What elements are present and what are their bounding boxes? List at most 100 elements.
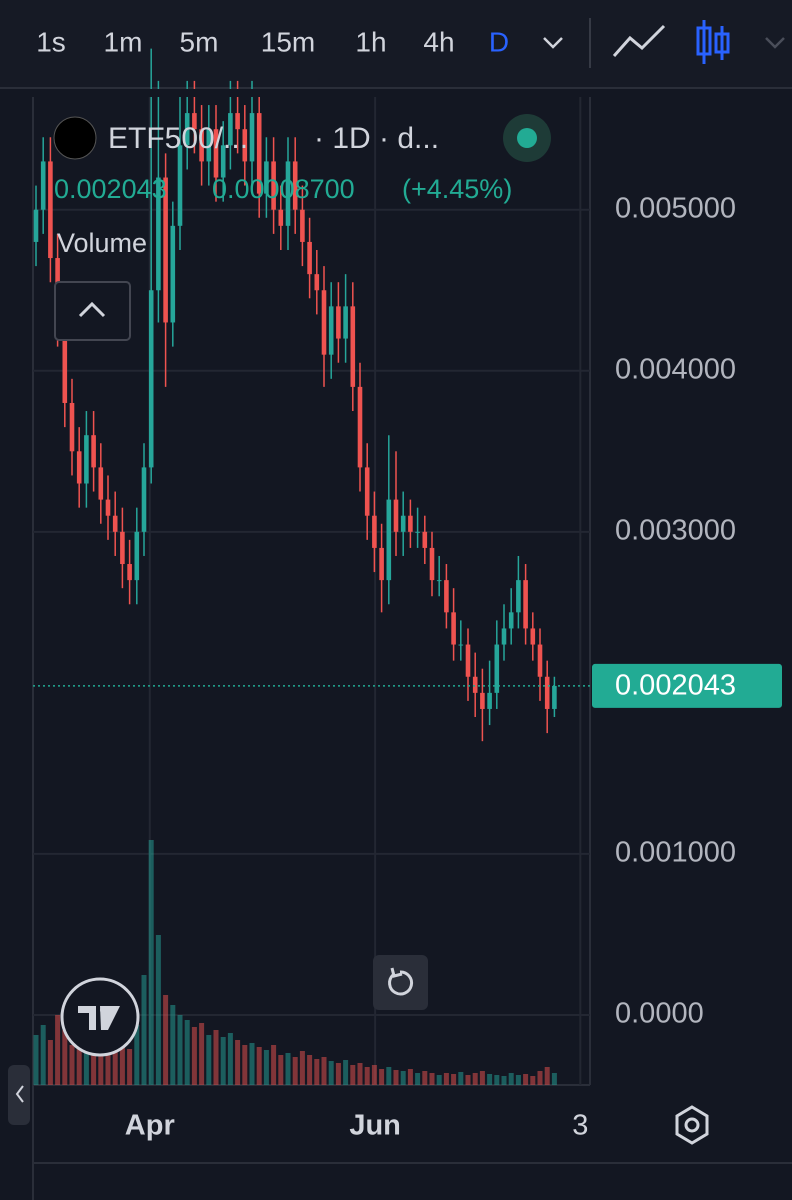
- side-panel-handle[interactable]: [8, 1065, 30, 1125]
- volume-bar: [55, 1015, 61, 1085]
- candle-body: [314, 274, 320, 291]
- volume-bar: [371, 1065, 377, 1085]
- candle-body: [292, 161, 298, 210]
- volume-bar: [242, 1045, 248, 1085]
- candle-body: [256, 113, 262, 194]
- candle-body: [372, 515, 377, 548]
- candle-body: [321, 290, 327, 355]
- y-tick-label: 0.001000: [615, 837, 736, 869]
- interval-option[interactable]: 1m: [104, 26, 143, 57]
- interval-dropdown[interactable]: [543, 37, 563, 49]
- candle-body: [40, 161, 46, 210]
- interval-option[interactable]: D: [489, 26, 509, 57]
- interval-list: 1s 1m 5m 15m 1h 4h D: [36, 26, 509, 57]
- candle-body: [163, 177, 168, 323]
- candle-body: [444, 580, 449, 613]
- candle-body: [400, 515, 406, 532]
- candle-body: [501, 628, 507, 645]
- volume-bar: [487, 1074, 493, 1085]
- volume-bar: [155, 935, 161, 1085]
- volume-bar: [335, 1063, 341, 1085]
- candle-body: [285, 161, 291, 226]
- volume-bar: [443, 1073, 449, 1085]
- candle-body: [156, 177, 161, 291]
- candle-body: [220, 145, 226, 178]
- candle-body: [170, 225, 176, 323]
- volume-bar: [458, 1072, 464, 1085]
- candle-body: [328, 306, 334, 355]
- chart-top-mask: [0, 89, 792, 97]
- volume-bar: [429, 1073, 435, 1085]
- candle-body: [228, 113, 233, 146]
- toolbar: [0, 0, 792, 88]
- volume-bar: [364, 1067, 370, 1085]
- y-tick-label: 0.005000: [615, 192, 736, 224]
- volume-bar: [343, 1060, 349, 1085]
- volume-bar: [213, 1030, 219, 1085]
- volume-bar: [191, 1027, 197, 1085]
- tv-logo[interactable]: [60, 977, 140, 1057]
- reset-button[interactable]: [373, 955, 428, 1010]
- volume-bar: [91, 1043, 97, 1085]
- settings-center: [684, 1117, 700, 1133]
- tv-logo-dot: [100, 1006, 108, 1014]
- symbol-icon: [53, 116, 97, 160]
- interval-option[interactable]: 15m: [261, 26, 315, 57]
- interval-option[interactable]: 4h: [423, 26, 454, 57]
- candle-body: [235, 113, 240, 130]
- candle-body: [33, 209, 39, 242]
- volume-bar: [523, 1074, 529, 1085]
- candle-body: [429, 547, 435, 581]
- candle-body: [112, 515, 118, 532]
- candle-body: [530, 628, 536, 645]
- symbol-name[interactable]: ETF500/...: [108, 122, 248, 155]
- volume-bar: [220, 1037, 226, 1085]
- candle-body: [98, 467, 104, 500]
- candle-body: [386, 499, 392, 581]
- legend-last: 0.002043: [54, 174, 167, 204]
- candle-chart-icon[interactable]: [696, 20, 730, 64]
- candle-body: [177, 145, 183, 226]
- collapse-button[interactable]: [54, 281, 131, 341]
- candle-body: [508, 612, 514, 629]
- candle-body: [422, 531, 428, 548]
- candle-body: [192, 113, 197, 130]
- candle-body: [62, 322, 68, 403]
- candle-body: [357, 386, 363, 468]
- candle-body: [141, 467, 147, 532]
- volume-bar: [134, 1025, 140, 1085]
- candle-body: [516, 580, 521, 613]
- candle-body: [350, 306, 356, 387]
- volume-bar: [235, 1040, 241, 1085]
- volume-bar: [33, 1035, 39, 1085]
- candle-body: [199, 129, 204, 162]
- status-dot: [517, 128, 537, 148]
- volume-bar: [472, 1073, 478, 1085]
- symbol-interval: · 1D · d...: [314, 122, 439, 155]
- candle-body: [91, 435, 96, 468]
- interval-option[interactable]: 1h: [355, 26, 386, 57]
- line-chart-icon[interactable]: [612, 24, 666, 57]
- candle-body: [148, 290, 154, 468]
- volume-bar: [379, 1069, 385, 1085]
- candle-body: [552, 685, 557, 709]
- candle-body: [249, 113, 255, 162]
- volume-bar: [422, 1071, 428, 1085]
- study-name: Volume: [57, 228, 147, 258]
- volume-bar: [206, 1035, 212, 1085]
- candle-body: [84, 435, 89, 484]
- volume-bar: [40, 1025, 46, 1085]
- chart-type-dropdown[interactable]: [765, 37, 785, 49]
- axes: 0.005000 0.004000 0.003000 0.001000 0.0000 Ap…: [33, 192, 782, 1142]
- volume-bar: [98, 1055, 104, 1085]
- candle-body: [393, 499, 399, 532]
- volume-bar: [177, 1015, 183, 1085]
- interval-option[interactable]: 5m: [180, 26, 219, 57]
- reset-arrow: [390, 967, 403, 978]
- settings-icon[interactable]: [675, 1105, 709, 1145]
- volume-bar: [127, 1049, 133, 1085]
- legend-change: 0.00008700: [212, 174, 355, 204]
- interval-option[interactable]: 1s: [36, 26, 66, 57]
- candle-body: [408, 515, 413, 532]
- candle-body: [472, 676, 478, 693]
